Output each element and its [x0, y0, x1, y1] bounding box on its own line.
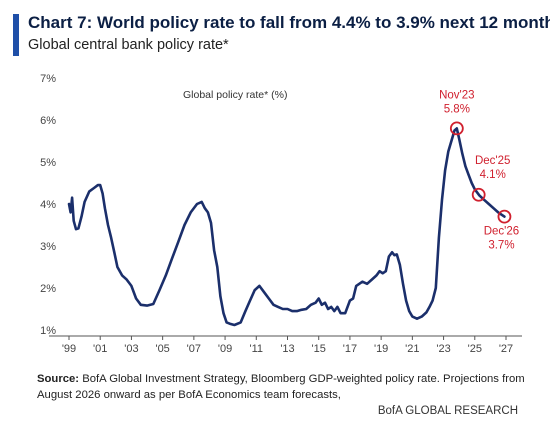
y-tick-label: 6%: [40, 115, 56, 127]
x-tick-label: '01: [93, 343, 107, 355]
series-label: Global policy rate* (%): [183, 89, 287, 101]
annotation-marker: [497, 209, 512, 224]
source-note: Source: BofA Global Investment Strategy,…: [37, 371, 527, 403]
x-tick-label: '11: [250, 343, 264, 355]
source-label: Source:: [37, 373, 80, 385]
x-tick-label: '17: [343, 343, 357, 355]
x-tick-label: '07: [187, 343, 201, 355]
x-tick-label: '25: [468, 343, 482, 355]
brand-label: BofA GLOBAL RESEARCH: [377, 405, 518, 417]
x-tick-label: '19: [374, 343, 388, 355]
x-tick-label: '21: [405, 343, 419, 355]
annotation-label: 5.8%: [444, 103, 470, 115]
x-tick-label: '13: [280, 343, 294, 355]
x-tick-label: '05: [155, 343, 169, 355]
annotation-marker: [471, 187, 486, 202]
title-accent-bar: [13, 14, 19, 56]
annotation-label: Dec'26: [484, 226, 519, 238]
x-tick-label: '09: [218, 343, 232, 355]
x-tick-label: '03: [124, 343, 138, 355]
x-tick-label: '27: [499, 343, 513, 355]
annotation-label: Dec'25: [475, 155, 510, 167]
y-tick-label: 7%: [40, 73, 56, 85]
x-tick-label: '23: [436, 343, 450, 355]
y-tick-label: 2%: [40, 283, 56, 295]
policy-rate-line: [67, 127, 506, 327]
y-tick-label: 4%: [40, 199, 56, 211]
annotation-marker: [449, 121, 464, 136]
y-tick-label: 3%: [40, 241, 56, 253]
x-tick-label: '15: [312, 343, 326, 355]
chart-subtitle: Global central bank policy rate*: [28, 37, 229, 53]
annotation-label: 3.7%: [488, 240, 514, 252]
source-text: BofA Global Investment Strategy, Bloombe…: [37, 373, 525, 401]
x-tick-label: '99: [62, 343, 76, 355]
annotation-label: Nov'23: [439, 89, 474, 101]
y-tick-label: 1%: [40, 325, 56, 337]
annotation-label: 4.1%: [480, 169, 506, 181]
chart-title: Chart 7: World policy rate to fall from …: [28, 13, 550, 32]
y-tick-label: 5%: [40, 157, 56, 169]
